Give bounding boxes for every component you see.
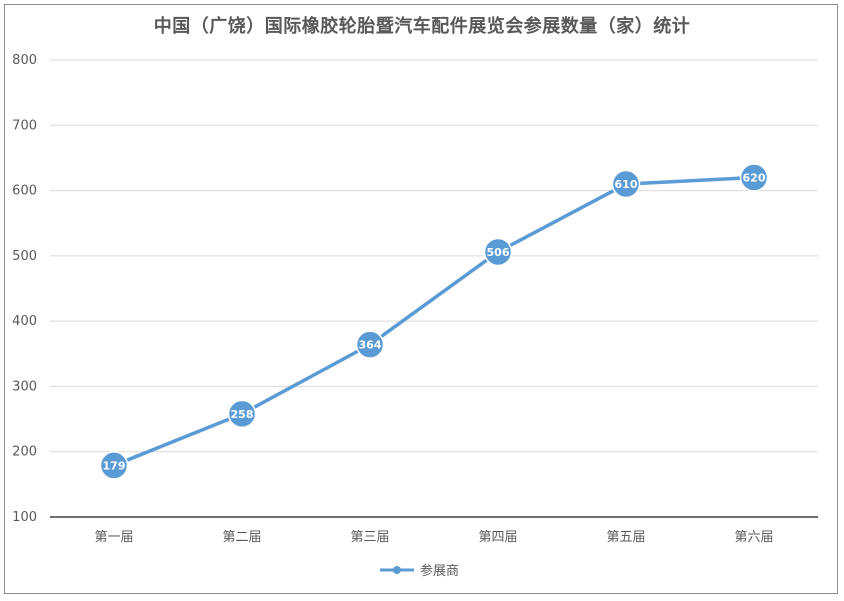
data-point [99,451,129,480]
y-tick-label: 300 [12,379,37,394]
data-label: 258 [231,408,254,421]
data-label: 620 [743,172,766,185]
x-tick-label: 第三届 [350,530,389,545]
y-tick-label: 600 [12,184,37,199]
data-point [611,169,641,199]
x-tick-label: 第一届 [94,530,133,545]
x-tick-label: 第五届 [606,530,645,545]
x-tick-label: 第四届 [478,530,517,545]
y-tick-label: 200 [12,445,37,460]
data-point [739,163,769,192]
legend-label: 参展商 [420,563,459,579]
y-tick-label: 700 [12,118,37,133]
x-tick-label: 第六届 [734,530,773,545]
x-tick-label: 第二届 [222,530,261,545]
data-point [227,399,257,429]
series-line [113,175,755,468]
y-tick-label: 800 [12,53,37,68]
data-point [483,237,513,267]
data-label: 506 [487,246,510,259]
data-label: 610 [615,178,638,191]
chart-frame [4,4,838,594]
data-label: 179 [103,459,126,472]
data-label: 364 [359,339,382,352]
y-tick-label: 400 [12,314,37,329]
data-point [355,330,385,359]
y-tick-label: 100 [12,510,37,525]
chart-title: 中国（广饶）国际橡胶轮胎暨汽车配件展览会参展数量（家）统计 [153,16,691,37]
y-tick-label: 500 [12,249,37,264]
legend-marker [393,566,401,574]
